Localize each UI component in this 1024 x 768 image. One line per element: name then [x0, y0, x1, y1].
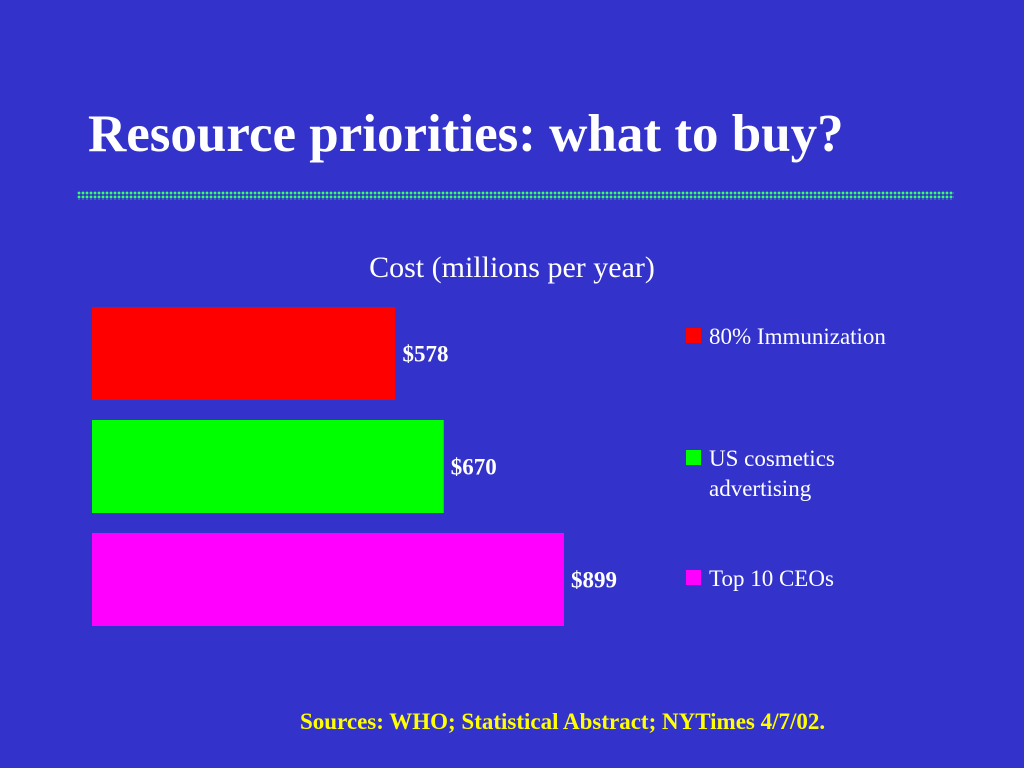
legend-item-ceos: Top 10 CEOs — [686, 564, 834, 594]
legend-swatch — [686, 570, 701, 585]
data-label-ceos: $899 — [571, 568, 617, 593]
legend-item-immunization: 80% Immunization — [686, 322, 886, 352]
legend-label: 80% Immunization — [709, 324, 886, 349]
legend-label: US cosmetics advertising — [709, 446, 835, 501]
chart-title: Cost (millions per year) — [369, 251, 655, 284]
bar-immunization — [92, 307, 396, 400]
slide-title: Resource priorities: what to buy? — [88, 105, 844, 163]
legend-swatch — [686, 450, 701, 465]
legend-item-cosmetics: US cosmetics advertising — [686, 444, 919, 504]
title-divider — [77, 191, 954, 200]
legend-label: Top 10 CEOs — [709, 566, 834, 591]
chart-legend: 80% Immunization US cosmetics advertisin… — [686, 0, 966, 768]
sources-footnote: Sources: WHO; Statistical Abstract; NYTi… — [300, 709, 826, 734]
data-label-cosmetics: $670 — [451, 455, 497, 480]
bar-ceos — [92, 533, 564, 626]
bar-cosmetics — [92, 420, 444, 513]
data-label-immunization: $578 — [402, 342, 448, 367]
legend-swatch — [686, 328, 701, 343]
